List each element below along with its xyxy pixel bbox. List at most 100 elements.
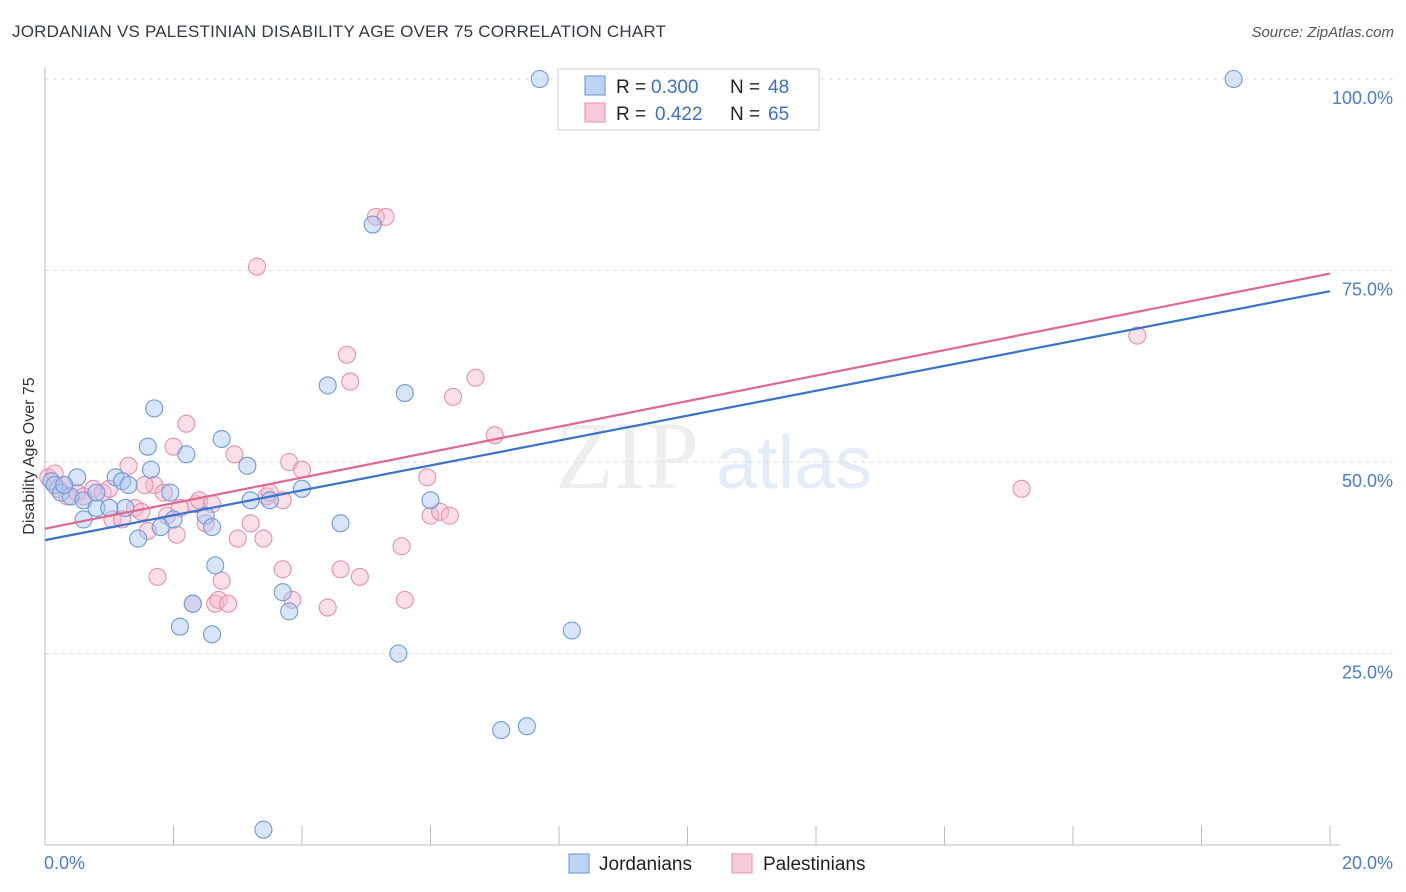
palestinians-point (154, 483, 173, 502)
palestinians-point (466, 368, 485, 387)
legend-r-value-1: 0.300 (651, 77, 699, 98)
jordanians-points (42, 69, 1243, 839)
jordanians-point (395, 384, 414, 403)
palestinians-point (341, 372, 360, 391)
watermark-zip: ZIP (555, 402, 699, 509)
palestinians-point (148, 567, 167, 586)
y-tick-label: 50.0% (1342, 471, 1393, 491)
jordanians-point (212, 429, 231, 449)
y-tick-label: 25.0% (1342, 663, 1393, 683)
jordanians-point (273, 583, 292, 602)
jordanians-point (1224, 69, 1243, 89)
palestinians-point (1012, 479, 1031, 498)
palestinians-point (318, 598, 337, 617)
palestinians-point (228, 529, 247, 548)
jordanians-point (196, 506, 215, 525)
bottom-legend-swatch-jordanians (568, 853, 590, 874)
jordanians-point (87, 498, 106, 518)
jordanians-point (331, 514, 350, 533)
chart-title: JORDANIAN VS PALESTINIAN DISABILITY AGE … (12, 22, 667, 41)
palestinians-point (283, 590, 302, 609)
legend-r-label-1: R = (616, 77, 646, 98)
jordanians-point (141, 460, 161, 479)
palestinians-point (241, 514, 260, 533)
jordanians-point (145, 399, 164, 418)
palestinians-point (273, 491, 292, 510)
series-legend: Jordanians Palestinians (568, 853, 865, 875)
jordanians-point (363, 215, 382, 234)
x-ticks (173, 826, 1331, 845)
palestinians-point (167, 525, 186, 544)
axes (44, 68, 1340, 846)
jordanians-point (238, 456, 257, 475)
jordanians-point (254, 820, 273, 839)
y-axis-title: Disability Age Over 75 (21, 377, 38, 535)
legend-n-value-2: 65 (768, 104, 789, 125)
y-tick-label: 100.0% (1332, 88, 1393, 108)
jordanians-point (177, 445, 196, 464)
palestinians-point (225, 445, 244, 464)
y-tick-labels: 25.0% 50.0% 75.0% 100.0% (1332, 88, 1393, 683)
jordanians-point (562, 621, 581, 640)
legend-n-label-2: N = (730, 104, 760, 125)
palestinians-point (209, 590, 228, 609)
jordanians-trend-line (44, 290, 1331, 542)
palestinians-point (247, 257, 267, 276)
palestinians-points (39, 69, 1147, 617)
jordanians-point (389, 644, 408, 663)
jordanians-point (203, 518, 222, 537)
legend-swatch-jordanians (584, 75, 606, 96)
palestinians-trend-line (44, 272, 1331, 530)
jordanians-point (45, 475, 64, 495)
palestinians-point (443, 387, 463, 406)
jordanians-point (55, 475, 74, 495)
jordanians-point (161, 483, 180, 502)
palestinians-point (119, 456, 138, 475)
gridlines (45, 78, 1393, 654)
x-tick-label-max: 20.0% (1342, 853, 1393, 873)
x-tick-label-min: 0.0% (44, 853, 85, 873)
palestinians-point (395, 590, 414, 609)
palestinians-point (1128, 326, 1147, 345)
palestinians-point (418, 468, 437, 487)
palestinians-point (440, 506, 459, 525)
jordanians-point (318, 376, 337, 395)
palestinians-point (177, 414, 196, 433)
legend-r-value-2: 0.422 (655, 104, 703, 125)
y-tick-label: 75.0% (1342, 280, 1393, 300)
palestinians-point (337, 345, 357, 364)
jordanians-point (206, 556, 225, 575)
bottom-legend-swatch-palestinians (731, 853, 753, 874)
jordanians-point (492, 721, 511, 740)
palestinians-point (254, 529, 273, 548)
jordanians-point (530, 69, 549, 89)
bottom-legend-palestinians: Palestinians (763, 854, 865, 875)
jordanians-point (203, 625, 222, 644)
jordanians-point (170, 617, 189, 636)
palestinians-point (273, 560, 292, 579)
palestinians-point (392, 537, 411, 556)
palestinians-point (350, 567, 369, 586)
palestinians-point (219, 594, 238, 613)
palestinians-point (145, 475, 164, 495)
jordanians-point (280, 602, 299, 621)
trend-lines (44, 272, 1331, 542)
legend-r-label-2: R = (616, 104, 646, 125)
legend-swatch-palestinians (584, 102, 606, 123)
palestinians-point (331, 560, 350, 579)
jordanians-point (87, 483, 106, 502)
palestinians-point (421, 506, 440, 525)
jordanians-point (517, 717, 536, 736)
jordanians-point (421, 491, 440, 510)
palestinians-point (212, 571, 231, 590)
jordanians-point (138, 437, 157, 456)
jordanians-point (119, 475, 138, 495)
palestinians-point (135, 475, 154, 495)
jordanians-point (183, 594, 202, 613)
bottom-legend-jordanians: Jordanians (599, 854, 692, 875)
source-label: Source: ZipAtlas.com (1251, 24, 1394, 41)
legend-n-label-1: N = (730, 77, 760, 98)
correlation-legend: R = 0.300 N = 48 R = 0.422 N = 65 (557, 68, 820, 131)
legend-n-value-1: 48 (768, 77, 789, 98)
